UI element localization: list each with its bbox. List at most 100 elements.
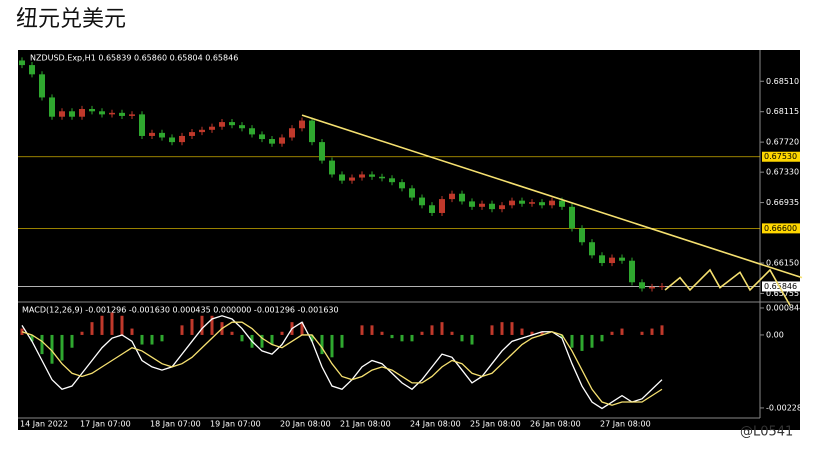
- candle-body: [209, 126, 215, 130]
- macd-bar: [560, 334, 564, 339]
- macd-bar: [640, 331, 644, 335]
- candle-body: [359, 174, 365, 178]
- macd-bar: [650, 328, 654, 335]
- candle-body: [159, 132, 165, 138]
- macd-bar: [340, 334, 344, 348]
- candle-body: [39, 74, 45, 98]
- macd-bar: [260, 334, 264, 348]
- macd-bar: [30, 334, 34, 342]
- macd-bar: [430, 325, 434, 335]
- macd-bar: [270, 334, 274, 345]
- y-tick-label: 0.66150: [766, 259, 799, 268]
- candle-body: [309, 120, 315, 143]
- macd-bar: [360, 325, 364, 335]
- level-label: 0.65846: [764, 282, 797, 291]
- candle-body: [429, 205, 435, 213]
- candle-body: [29, 65, 35, 75]
- candle-body: [69, 111, 75, 117]
- macd-label: MACD(12,26,9) -0.001296 -0.001630 0.0004…: [22, 306, 339, 315]
- macd-bar: [280, 331, 284, 335]
- symbol-info: NZDUSD.Exp,H1 0.65839 0.65860 0.65804 0.…: [30, 54, 238, 63]
- x-tick-label: 20 Jan 08:00: [280, 420, 331, 429]
- macd-bar: [570, 334, 574, 348]
- macd-signal: [21, 321, 663, 406]
- candle-body: [59, 111, 65, 117]
- candle-body: [489, 203, 495, 210]
- level-box: [762, 151, 800, 162]
- macd-bar: [310, 334, 314, 342]
- candle-body: [369, 174, 375, 177]
- candle-body: [179, 135, 185, 143]
- macd-bar: [620, 328, 624, 335]
- candle-body: [459, 193, 465, 202]
- candle-body: [619, 257, 625, 261]
- macd-main: [21, 315, 663, 410]
- y-tick-label: 0.67330: [766, 168, 799, 177]
- candle-body: [229, 122, 235, 126]
- macd-bar: [320, 334, 324, 355]
- macd-bar: [180, 325, 184, 335]
- x-tick-label: 14 Jan 2022: [20, 420, 68, 429]
- candle-body: [349, 177, 355, 181]
- x-tick-label: 25 Jan 08:00: [470, 420, 521, 429]
- macd-bar: [80, 331, 84, 335]
- level-box: [762, 281, 800, 292]
- macd-bar: [90, 322, 94, 335]
- candle-body: [659, 286, 665, 288]
- candle-body: [129, 114, 135, 116]
- candle-body: [49, 97, 55, 117]
- macd-bar: [50, 334, 54, 364]
- level-box: [762, 223, 800, 234]
- candle-body: [169, 137, 175, 143]
- macd-bar: [150, 334, 154, 345]
- page-title: 纽元兑美元: [16, 7, 126, 32]
- macd-bar: [370, 325, 374, 335]
- macd-bar: [130, 328, 134, 335]
- chart-background: [18, 50, 800, 430]
- macd-bar: [240, 334, 244, 342]
- candle-body: [99, 111, 105, 115]
- candle-body: [269, 139, 275, 144]
- macd-bar: [300, 322, 304, 335]
- x-tick-label: 18 Jan 07:00: [150, 420, 201, 429]
- candle-body: [109, 112, 115, 115]
- candle-body: [469, 201, 475, 207]
- y-tick-label: 0.68510: [766, 77, 799, 86]
- candle-body: [289, 128, 295, 138]
- candle-body: [519, 200, 525, 204]
- candle-body: [189, 132, 195, 136]
- x-tick-label: 21 Jan 08:00: [340, 420, 391, 429]
- macd-bar: [190, 318, 194, 335]
- candle-body: [479, 203, 485, 207]
- macd-bar: [390, 334, 394, 339]
- macd-bar: [440, 322, 444, 335]
- macd-bar: [40, 334, 44, 355]
- level-label: 0.67530: [764, 152, 797, 161]
- candle-body: [299, 120, 305, 129]
- x-tick-label: 19 Jan 07:00: [210, 420, 261, 429]
- candle-body: [569, 206, 575, 229]
- candle-body: [149, 132, 155, 136]
- macd-bar: [200, 315, 204, 335]
- candle-body: [79, 108, 85, 117]
- candle-body: [329, 160, 335, 175]
- candle-body: [319, 142, 325, 161]
- candle-body: [499, 205, 505, 210]
- candle-body: [19, 60, 25, 66]
- macd-bar: [110, 312, 114, 335]
- macd-bar: [530, 331, 534, 335]
- candle-body: [539, 202, 545, 206]
- macd-bar: [100, 315, 104, 335]
- candle-body: [339, 174, 345, 181]
- x-tick-label: 26 Jan 08:00: [530, 420, 581, 429]
- y-tick-label: 0.66935: [766, 198, 799, 207]
- x-tick-label: 24 Jan 08:00: [410, 420, 461, 429]
- level-label: 0.66600: [764, 224, 797, 233]
- macd-bar: [610, 331, 614, 335]
- candle-body: [409, 188, 415, 198]
- candle-body: [449, 193, 455, 200]
- candle-body: [599, 255, 605, 264]
- macd-bar: [470, 334, 474, 345]
